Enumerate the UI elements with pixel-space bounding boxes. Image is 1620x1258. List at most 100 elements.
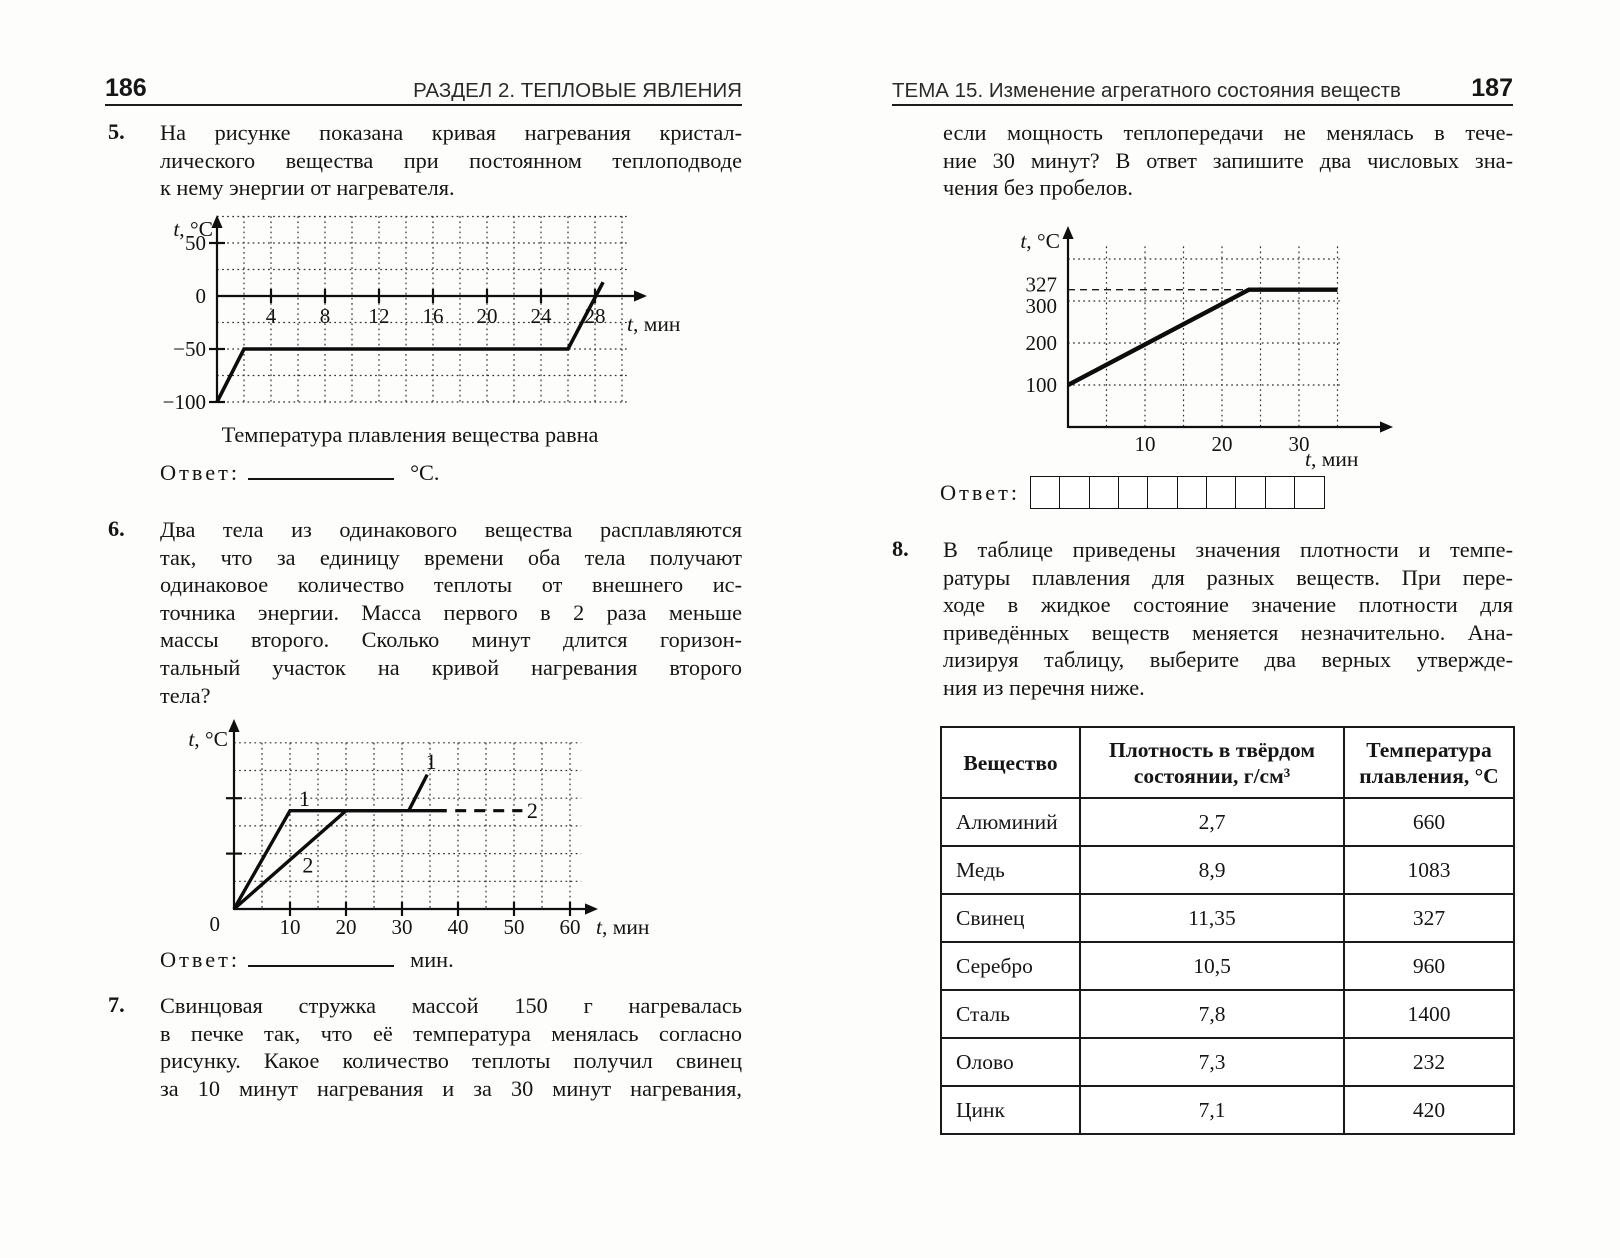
svg-text:30: 30 xyxy=(392,915,413,939)
problem-8-number: 8. xyxy=(892,536,909,561)
substance-cell: Олово xyxy=(940,1037,1081,1087)
svg-text:t, °C: t, °C xyxy=(1020,229,1060,253)
svg-text:50: 50 xyxy=(185,231,206,255)
answer-row-problem6: Ответ: мин. xyxy=(160,943,454,973)
curve-heating-curve xyxy=(215,281,605,403)
svg-text:28: 28 xyxy=(585,304,606,328)
density-cell: 10,5 xyxy=(1079,941,1345,991)
substance-cell: Свинец xyxy=(940,893,1081,943)
svg-text:20: 20 xyxy=(1212,432,1233,456)
graph-two-bodies-problem6: 10 20 30 40 50 60 0 1 2 1 2 t, °C t, мин xyxy=(150,712,678,947)
answer-box-cell xyxy=(1147,476,1179,509)
answer-boxes-problem7 xyxy=(1030,476,1325,509)
page-number-left: 186 xyxy=(105,74,147,102)
svg-text:−100: −100 xyxy=(163,390,206,414)
svg-text:t, мин: t, мин xyxy=(596,915,649,939)
graph-lead-heating-problem7: 10 20 30 327 300 200 100 t, °C t, мин xyxy=(985,214,1413,477)
text-line: лического вещества при постоянном теплоп… xyxy=(160,147,742,173)
melting-point-cell: 1083 xyxy=(1343,845,1515,895)
table-row: Алюминий 2,7 660 xyxy=(940,797,1515,847)
svg-text:1: 1 xyxy=(299,786,310,811)
problem-5-number: 5. xyxy=(108,119,125,144)
table-row: Серебро 10,5 960 xyxy=(940,941,1515,991)
density-cell: 7,8 xyxy=(1079,989,1345,1039)
table-row: Свинец 11,35 327 xyxy=(940,893,1515,943)
text-line: ходе в жидкое состояние значение плотнос… xyxy=(943,592,1513,618)
col-header-melting-point: Температура плавления, °С xyxy=(1343,726,1515,799)
svg-text:t, мин: t, мин xyxy=(1305,447,1358,471)
substance-cell: Сталь xyxy=(940,989,1081,1039)
text-line: тела? xyxy=(160,682,211,708)
text-line: за 10 минут нагревания и за 30 минут наг… xyxy=(160,1075,742,1101)
melting-point-cell: 1400 xyxy=(1343,989,1515,1039)
svg-text:0: 0 xyxy=(196,284,207,308)
answer-box-cell xyxy=(1030,476,1061,509)
problem-6: 6. Два тела из одинакового вещества расп… xyxy=(108,516,742,709)
answer-label: Ответ: xyxy=(160,947,241,972)
svg-text:30: 30 xyxy=(1289,432,1310,456)
answer-box-cell xyxy=(1059,476,1091,509)
text-line: ния из перечня ниже. xyxy=(943,674,1145,700)
svg-text:20: 20 xyxy=(336,915,357,939)
text-line: чения без пробелов. xyxy=(943,175,1133,201)
table-row: Медь 8,9 1083 xyxy=(940,845,1515,895)
curve-body-1-after-melting xyxy=(407,773,429,812)
svg-text:10: 10 xyxy=(1135,432,1156,456)
header-rule-left xyxy=(105,104,742,106)
answer-blank-line xyxy=(248,943,395,967)
answer-box-cell xyxy=(1117,476,1149,509)
melting-point-cell: 960 xyxy=(1343,941,1515,991)
density-cell: 8,9 xyxy=(1079,845,1345,895)
curve-lead-heating xyxy=(1066,287,1338,387)
substance-cell: Алюминий xyxy=(940,797,1081,847)
substances-table: Вещество Плотность в твёрдом состоянии, … xyxy=(940,726,1515,1135)
answer-blank-line xyxy=(248,456,395,480)
text-line: Свинцовая стружка массой 150 г нагревала… xyxy=(160,993,742,1018)
svg-text:200: 200 xyxy=(1026,331,1058,355)
graph-heating-curve-problem5: 4 8 12 16 20 24 28 50 0 −50 −100 t, °C t, мин xyxy=(130,212,718,425)
graph1-caption: Температура плавления вещества равна xyxy=(221,422,599,447)
problem-7: 7. Свинцовая стружка массой 150 г нагрев… xyxy=(108,992,742,1102)
text-line: На рисунке показана кривая нагревания кр… xyxy=(160,120,742,145)
answer-unit: °С. xyxy=(410,460,440,485)
table-row: Цинк 7,1 420 xyxy=(940,1085,1515,1135)
svg-text:t, °C: t, °C xyxy=(173,217,213,241)
melting-point-cell: 420 xyxy=(1343,1085,1515,1135)
svg-text:10: 10 xyxy=(280,915,301,939)
text-line: к нему энергии от нагревателя. xyxy=(160,175,455,201)
col-header-substance: Вещество xyxy=(940,726,1081,799)
svg-text:t, мин: t, мин xyxy=(627,312,680,336)
melting-point-cell: 327 xyxy=(1343,893,1515,943)
text-line: тальный участок на кривой нагревания вто… xyxy=(160,654,742,680)
text-line: приведённых веществ меняется незначитель… xyxy=(943,619,1513,645)
answer-box-cell xyxy=(1235,476,1267,509)
col-header-density: Плотность в твёрдом состоянии, г/см³ xyxy=(1079,726,1345,799)
melting-point-cell: 232 xyxy=(1343,1037,1515,1087)
answer-unit: мин. xyxy=(410,947,454,972)
svg-text:12: 12 xyxy=(369,304,390,328)
problem-5: 5. На рисунке показана кривая нагревания… xyxy=(108,119,742,202)
svg-text:0: 0 xyxy=(210,912,221,936)
running-head-left: РАЗДЕЛ 2. ТЕПЛОВЫЕ ЯВЛЕНИЯ xyxy=(413,79,742,102)
svg-text:2: 2 xyxy=(302,852,313,877)
svg-text:t, °C: t, °C xyxy=(188,727,228,751)
text-line: Два тела из одинакового вещества расплав… xyxy=(160,517,742,542)
svg-text:1: 1 xyxy=(426,749,437,774)
substance-cell: Цинк xyxy=(940,1085,1081,1135)
graph2-svg: 10 20 30 40 50 60 0 1 2 1 2 t, °C t, мин xyxy=(188,719,649,939)
svg-text:24: 24 xyxy=(531,304,553,328)
text-line: одинаковое количество теплоты от внешнег… xyxy=(160,572,742,598)
text-line: лизируя таблицу, выберите два верных утв… xyxy=(943,647,1513,673)
svg-text:16: 16 xyxy=(423,304,444,328)
answer-label-problem7: Ответ: xyxy=(940,480,1020,506)
problem-7-number: 7. xyxy=(108,992,125,1017)
svg-text:60: 60 xyxy=(560,915,581,939)
svg-text:−50: −50 xyxy=(173,337,206,361)
svg-text:50: 50 xyxy=(504,915,525,939)
svg-text:327: 327 xyxy=(1026,273,1058,297)
text-line: в печке так, что её температура менялась… xyxy=(160,1020,742,1046)
density-cell: 7,3 xyxy=(1079,1037,1345,1087)
header-rule-right xyxy=(892,104,1513,106)
svg-text:40: 40 xyxy=(448,915,469,939)
